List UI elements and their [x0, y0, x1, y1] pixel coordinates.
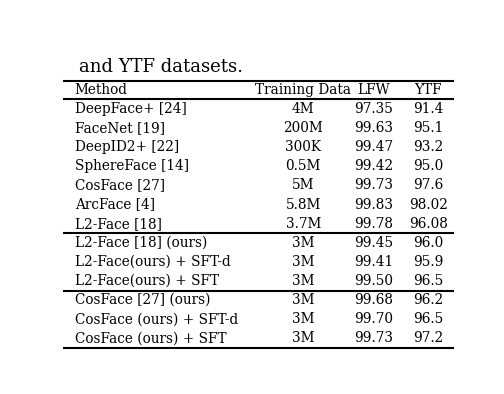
Text: 99.78: 99.78 [354, 217, 393, 231]
Text: 300K: 300K [285, 140, 321, 154]
Text: 99.45: 99.45 [354, 236, 393, 250]
Text: 96.2: 96.2 [413, 293, 444, 307]
Text: 3M: 3M [292, 331, 314, 346]
Text: 5M: 5M [292, 178, 314, 193]
Text: 3M: 3M [292, 274, 314, 288]
Text: 3M: 3M [292, 293, 314, 307]
Text: CosFace [27]: CosFace [27] [75, 178, 165, 193]
Text: CosFace (ours) + SFT: CosFace (ours) + SFT [75, 331, 226, 346]
Text: 99.47: 99.47 [354, 140, 393, 154]
Text: 99.70: 99.70 [354, 312, 393, 326]
Text: L2-Face(ours) + SFT: L2-Face(ours) + SFT [75, 274, 219, 288]
Text: CosFace [27] (ours): CosFace [27] (ours) [75, 293, 210, 307]
Text: 95.9: 95.9 [413, 255, 444, 269]
Text: 97.2: 97.2 [413, 331, 444, 346]
Text: 97.6: 97.6 [413, 178, 444, 193]
Text: 96.5: 96.5 [413, 274, 444, 288]
Text: 3M: 3M [292, 312, 314, 326]
Text: 99.41: 99.41 [354, 255, 393, 269]
Text: 99.42: 99.42 [354, 159, 393, 173]
Text: 99.83: 99.83 [354, 197, 393, 212]
Text: 96.0: 96.0 [413, 236, 444, 250]
Text: 99.68: 99.68 [354, 293, 393, 307]
Text: ArcFace [4]: ArcFace [4] [75, 197, 155, 212]
Text: L2-Face [18]: L2-Face [18] [75, 217, 162, 231]
Text: 99.63: 99.63 [354, 121, 393, 135]
Text: YTF: YTF [414, 83, 442, 97]
Text: 91.4: 91.4 [413, 102, 444, 116]
Text: 4M: 4M [292, 102, 314, 116]
Text: 98.02: 98.02 [409, 197, 448, 212]
Text: 95.0: 95.0 [413, 159, 444, 173]
Text: 96.5: 96.5 [413, 312, 444, 326]
Text: LFW: LFW [357, 83, 390, 97]
Text: 99.50: 99.50 [354, 274, 393, 288]
Text: and YTF datasets.: and YTF datasets. [79, 58, 242, 76]
Text: 3M: 3M [292, 236, 314, 250]
Text: 99.73: 99.73 [354, 178, 393, 193]
Text: DeepID2+ [22]: DeepID2+ [22] [75, 140, 179, 154]
Text: 5.8M: 5.8M [286, 197, 321, 212]
Text: 93.2: 93.2 [413, 140, 444, 154]
Text: 99.73: 99.73 [354, 331, 393, 346]
Text: 96.08: 96.08 [409, 217, 448, 231]
Text: L2-Face(ours) + SFT-d: L2-Face(ours) + SFT-d [75, 255, 230, 269]
Text: SphereFace [14]: SphereFace [14] [75, 159, 188, 173]
Text: DeepFace+ [24]: DeepFace+ [24] [75, 102, 186, 116]
Text: 3.7M: 3.7M [286, 217, 321, 231]
Text: L2-Face [18] (ours): L2-Face [18] (ours) [75, 236, 207, 250]
Text: CosFace (ours) + SFT-d: CosFace (ours) + SFT-d [75, 312, 238, 326]
Text: 200M: 200M [283, 121, 323, 135]
Text: Training Data: Training Data [255, 83, 351, 97]
Text: FaceNet [19]: FaceNet [19] [75, 121, 165, 135]
Text: 95.1: 95.1 [413, 121, 444, 135]
Text: Method: Method [75, 83, 128, 97]
Text: 97.35: 97.35 [354, 102, 393, 116]
Text: 0.5M: 0.5M [286, 159, 321, 173]
Text: 3M: 3M [292, 255, 314, 269]
